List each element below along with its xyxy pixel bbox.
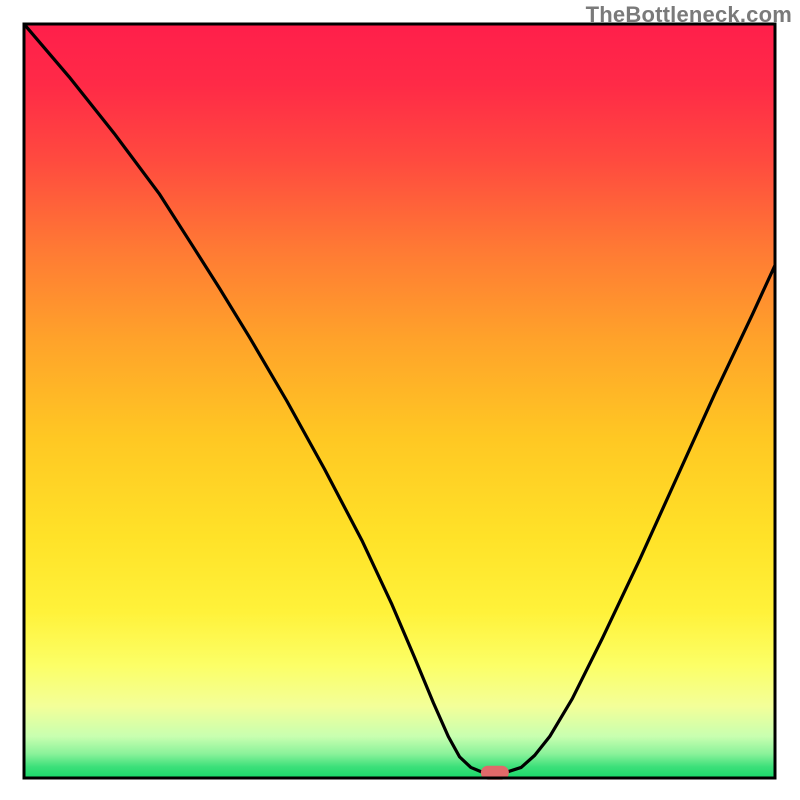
chart-container: { "watermark": { "text": "TheBottleneck.… xyxy=(0,0,800,800)
plot-area xyxy=(24,24,775,780)
bottleneck-chart xyxy=(0,0,800,800)
gradient-background xyxy=(24,24,775,778)
